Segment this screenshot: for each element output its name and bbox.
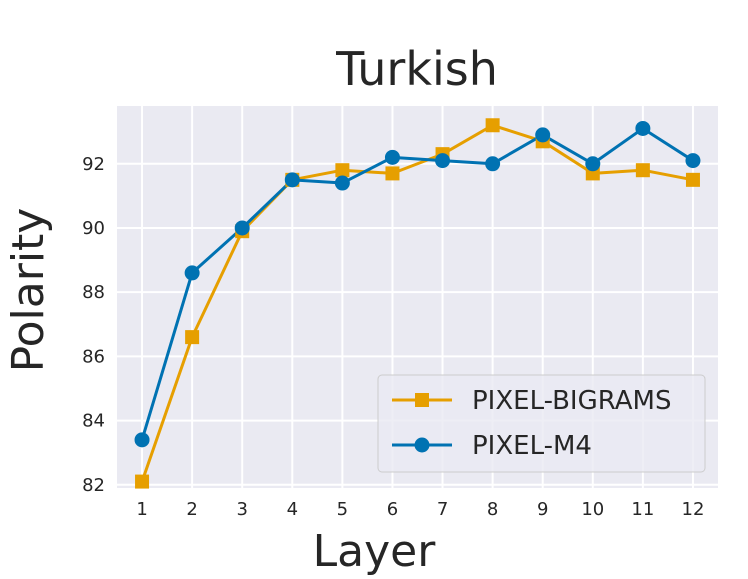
data-point-pixel-bigrams [185, 330, 200, 345]
x-tick-label: 2 [186, 499, 197, 520]
data-point-pixel-m4 [635, 120, 651, 136]
data-point-pixel-m4 [485, 156, 501, 172]
data-point-pixel-m4 [384, 149, 400, 165]
data-point-pixel-m4 [334, 175, 350, 191]
y-tick-label: 90 [82, 218, 105, 239]
data-point-pixel-m4 [535, 127, 551, 143]
series-markers [134, 118, 701, 489]
y-tick-label: 82 [82, 475, 105, 496]
series-lines [140, 123, 694, 483]
x-tick-label: 3 [236, 499, 247, 520]
y-tick-label: 88 [82, 282, 105, 303]
legend-box [377, 374, 706, 473]
y-tick-label: 84 [82, 411, 105, 432]
y-tick-label: 86 [82, 346, 105, 367]
chart-title: Turkish [335, 42, 498, 96]
y-tick-label: 92 [82, 154, 105, 175]
data-point-pixel-bigrams [685, 172, 700, 187]
data-point-pixel-m4 [234, 220, 250, 236]
data-point-pixel-bigrams [135, 474, 150, 489]
x-tick-label: 7 [437, 499, 448, 520]
x-tick-labels: 1 2 3 4 5 6 7 8 9 10 11 12 [136, 499, 704, 520]
x-tick-label: 5 [337, 499, 348, 520]
data-point-pixel-m4 [585, 156, 601, 172]
data-point-pixel-bigrams [385, 166, 400, 181]
x-tick-label: 11 [631, 499, 654, 520]
legend: PIXEL-BIGRAMS PIXEL-M4 [377, 374, 706, 473]
y-tick-labels: 82 84 86 88 90 92 [82, 154, 105, 496]
x-axis-label: Layer [313, 526, 437, 577]
data-point-pixel-m4 [685, 153, 701, 169]
x-tick-label: 4 [287, 499, 298, 520]
x-tick-label: 8 [487, 499, 498, 520]
data-point-pixel-bigrams [335, 163, 350, 178]
x-tick-label: 10 [581, 499, 604, 520]
data-point-pixel-m4 [184, 265, 200, 281]
legend-marker [415, 393, 429, 407]
x-tick-label: 9 [537, 499, 548, 520]
y-axis-label: Polarity [3, 208, 54, 373]
legend-label: PIXEL-BIGRAMS [472, 386, 671, 416]
series-line-pixel-bigrams [140, 123, 694, 483]
legend-label: PIXEL-M4 [472, 431, 592, 461]
legend-marker [414, 437, 430, 453]
x-tick-label: 6 [387, 499, 398, 520]
data-point-pixel-bigrams [485, 118, 500, 133]
data-point-pixel-m4 [134, 432, 150, 448]
x-tick-label: 12 [682, 499, 705, 520]
x-tick-label: 1 [136, 499, 147, 520]
data-point-pixel-m4 [284, 172, 300, 188]
data-point-pixel-bigrams [635, 163, 650, 178]
data-point-pixel-m4 [435, 153, 451, 169]
series-line-pixel-m4 [140, 126, 694, 441]
